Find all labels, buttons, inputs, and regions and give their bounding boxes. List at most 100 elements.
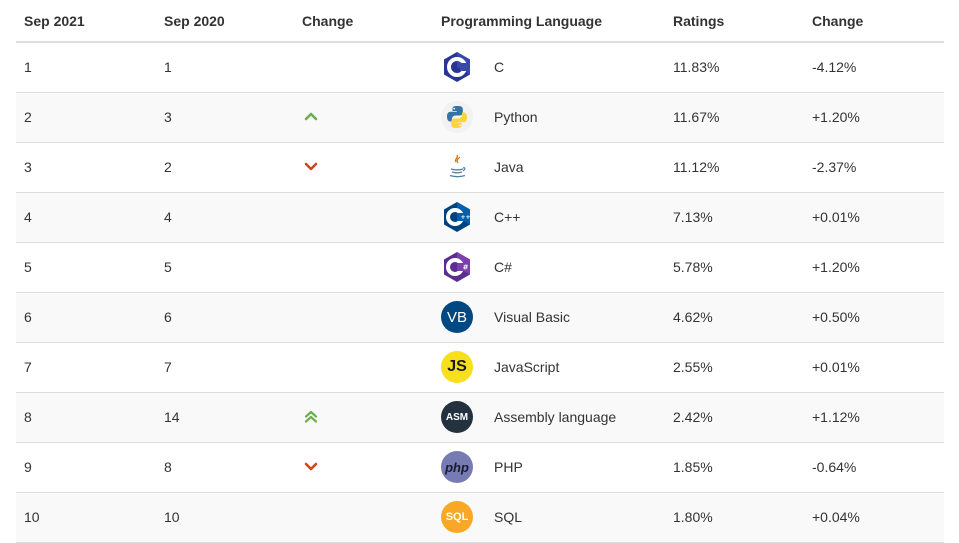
table-row: 4 4 ++ C++ 7.13% +0.01% xyxy=(16,192,944,243)
language-name[interactable]: C xyxy=(494,59,505,76)
rank-change-cell xyxy=(294,142,433,193)
language-name[interactable]: C++ xyxy=(494,209,521,225)
trend-down-icon xyxy=(302,460,318,476)
table-body: 1 1 C 11.83% -4.12% 2 3 Python 11.67% +1.20% 3 2 Jav… xyxy=(16,42,944,543)
cpp-logo-icon: ++ xyxy=(441,201,473,233)
rank-2020: 6 xyxy=(156,292,294,343)
tiobe-index-table: Sep 2021 Sep 2020 Change Programming Lan… xyxy=(16,0,944,543)
rank-2020: 1 xyxy=(156,42,294,93)
java-logo-icon xyxy=(441,151,473,183)
rating-value: 1.80% xyxy=(665,492,804,543)
js-logo-icon: JS xyxy=(441,351,473,383)
rank-change-cell xyxy=(294,392,433,443)
rank-2021: 5 xyxy=(16,242,156,293)
rank-2020: 14 xyxy=(156,392,294,443)
rank-2021: 8 xyxy=(16,392,156,443)
rank-2020: 7 xyxy=(156,342,294,393)
language-name[interactable]: PHP xyxy=(494,459,523,475)
rating-change-value: +0.50% xyxy=(804,292,944,343)
table-header-row: Sep 2021 Sep 2020 Change Programming Lan… xyxy=(16,0,944,43)
header-rank-change[interactable]: Change xyxy=(294,0,433,43)
rank-2021: 9 xyxy=(16,442,156,493)
language-name[interactable]: JavaScript xyxy=(494,359,560,375)
svg-text:++: ++ xyxy=(460,214,470,221)
table-row: 9 8 php PHP 1.85% -0.64% xyxy=(16,442,944,493)
rating-change-value: -0.64% xyxy=(804,442,944,493)
rating-value: 1.85% xyxy=(665,442,804,493)
language-name[interactable]: Visual Basic xyxy=(494,309,571,325)
language-cell: JS JavaScript xyxy=(433,342,665,393)
trend-double-up-icon xyxy=(302,410,318,426)
table-row: 2 3 Python 11.67% +1.20% xyxy=(16,92,944,143)
language-cell: ASM Assembly language xyxy=(433,392,665,443)
language-cell: C xyxy=(433,42,665,93)
rank-2021: 4 xyxy=(16,192,156,243)
rating-change-value: -4.12% xyxy=(804,42,944,93)
header-ratings[interactable]: Ratings xyxy=(665,0,804,43)
header-programming-language[interactable]: Programming Language xyxy=(433,0,665,43)
header-ratings-change[interactable]: Change xyxy=(804,0,944,43)
rank-2021: 2 xyxy=(16,92,156,143)
csharp-logo-icon: # xyxy=(441,251,473,283)
vb-logo-icon: VB xyxy=(441,301,473,333)
rating-value: 2.42% xyxy=(665,392,804,443)
rank-change-cell xyxy=(294,492,433,543)
rating-value: 4.62% xyxy=(665,292,804,343)
python-logo-icon xyxy=(441,101,473,133)
rating-change-value: +0.01% xyxy=(804,192,944,243)
header-sep-2021[interactable]: Sep 2021 xyxy=(16,0,156,43)
rank-change-cell xyxy=(294,442,433,493)
language-cell: # C# xyxy=(433,242,665,293)
rating-value: 5.78% xyxy=(665,242,804,293)
c-logo-icon xyxy=(441,51,473,83)
rank-2021: 10 xyxy=(16,492,156,543)
rank-change-cell xyxy=(294,192,433,243)
svg-text:#: # xyxy=(463,264,469,272)
rating-value: 11.12% xyxy=(665,142,804,193)
rating-value: 7.13% xyxy=(665,192,804,243)
rank-2021: 7 xyxy=(16,342,156,393)
rank-change-cell xyxy=(294,242,433,293)
rating-change-value: +1.20% xyxy=(804,92,944,143)
language-name[interactable]: Assembly language xyxy=(494,409,617,425)
rating-value: 2.55% xyxy=(665,342,804,393)
rank-2020: 10 xyxy=(156,492,294,543)
rating-change-value: +0.04% xyxy=(804,492,944,543)
php-logo-icon: php xyxy=(441,451,473,483)
table-row: 5 5 # C# 5.78% +1.20% xyxy=(16,242,944,293)
table-row: 7 7 JS JavaScript 2.55% +0.01% xyxy=(16,342,944,393)
table-row: 10 10 SQL SQL 1.80% +0.04% xyxy=(16,492,944,543)
rating-change-value: +1.12% xyxy=(804,392,944,443)
header-sep-2020[interactable]: Sep 2020 xyxy=(156,0,294,43)
rank-2020: 8 xyxy=(156,442,294,493)
language-cell: php PHP xyxy=(433,442,665,493)
rating-value: 11.83% xyxy=(665,42,804,93)
rank-change-cell xyxy=(294,92,433,143)
rating-change-value: -2.37% xyxy=(804,142,944,193)
trend-down-icon xyxy=(302,160,318,176)
language-name[interactable]: Java xyxy=(494,159,524,175)
rank-2021: 3 xyxy=(16,142,156,193)
rank-2021: 6 xyxy=(16,292,156,343)
rating-change-value: +1.20% xyxy=(804,242,944,293)
table-row: 3 2 Java 11.12% -2.37% xyxy=(16,142,944,193)
asm-logo-icon: ASM xyxy=(441,401,473,433)
language-name[interactable]: SQL xyxy=(494,509,523,525)
table-row: 6 6 VB Visual Basic 4.62% +0.50% xyxy=(16,292,944,343)
tiobe-index-table-container: Sep 2021 Sep 2020 Change Programming Lan… xyxy=(16,0,944,543)
language-cell: Python xyxy=(433,92,665,143)
table-row: 8 14 ASM Assembly language 2.42% +1.12% xyxy=(16,392,944,443)
rank-change-cell xyxy=(294,342,433,393)
rank-change-cell xyxy=(294,292,433,343)
language-cell: SQL SQL xyxy=(433,492,665,543)
sql-logo-icon: SQL xyxy=(441,501,473,533)
language-cell: VB Visual Basic xyxy=(433,292,665,343)
language-cell: Java xyxy=(433,142,665,193)
rank-2020: 2 xyxy=(156,142,294,193)
language-name[interactable]: Python xyxy=(494,109,538,125)
trend-up-icon xyxy=(302,110,318,126)
rank-2020: 5 xyxy=(156,242,294,293)
language-name[interactable]: C# xyxy=(494,259,512,275)
table-row: 1 1 C 11.83% -4.12% xyxy=(16,42,944,93)
rank-change-cell xyxy=(294,42,433,93)
